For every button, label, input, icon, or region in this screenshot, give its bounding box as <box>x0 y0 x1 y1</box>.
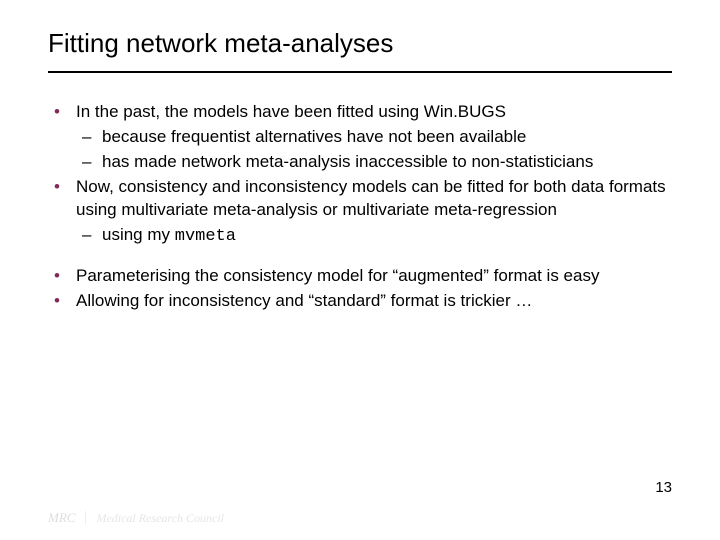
page-number: 13 <box>655 479 672 496</box>
bullet-text: In the past, the models have been fitted… <box>76 102 506 121</box>
sub-bullet-item: has made network meta-analysis inaccessi… <box>76 151 672 174</box>
footer-separator <box>85 511 86 525</box>
slide-body: In the past, the models have been fitted… <box>48 101 672 313</box>
bullet-text: Allowing for inconsistency and “standard… <box>76 291 532 310</box>
footer: MRC Medical Research Council <box>48 510 224 526</box>
slide: Fitting network meta-analyses In the pas… <box>0 0 720 540</box>
bullet-list-1: In the past, the models have been fitted… <box>48 101 672 249</box>
sub-bullet-text-prefix: using my <box>102 225 175 244</box>
sub-bullet-text: because frequentist alternatives have no… <box>102 127 526 146</box>
title-divider <box>48 71 672 73</box>
bullet-item: Parameterising the consistency model for… <box>48 265 672 288</box>
bullet-item: Allowing for inconsistency and “standard… <box>48 290 672 313</box>
spacer <box>48 251 672 265</box>
code-mvmeta: mvmeta <box>175 227 236 246</box>
sub-bullet-list: because frequentist alternatives have no… <box>76 126 672 174</box>
sub-bullet-list: using my mvmeta <box>76 224 672 249</box>
sub-bullet-text: has made network meta-analysis inaccessi… <box>102 152 593 171</box>
sub-bullet-item: using my mvmeta <box>76 224 672 249</box>
slide-title: Fitting network meta-analyses <box>48 28 672 59</box>
bullet-text: Now, consistency and inconsistency model… <box>76 177 666 219</box>
bullet-text: Parameterising the consistency model for… <box>76 266 599 285</box>
bullet-item: In the past, the models have been fitted… <box>48 101 672 174</box>
bullet-list-2: Parameterising the consistency model for… <box>48 265 672 313</box>
sub-bullet-item: because frequentist alternatives have no… <box>76 126 672 149</box>
footer-logo: MRC <box>48 510 75 526</box>
bullet-item: Now, consistency and inconsistency model… <box>48 176 672 249</box>
footer-text: Medical Research Council <box>96 511 224 526</box>
